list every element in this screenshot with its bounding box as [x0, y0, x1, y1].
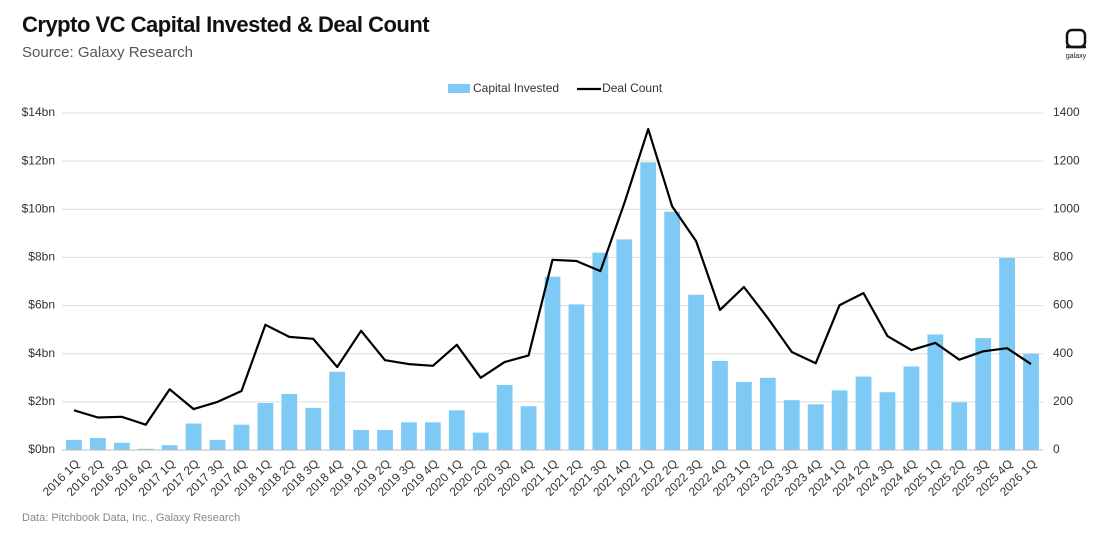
bar [401, 422, 417, 450]
bar [544, 276, 561, 450]
bar [999, 257, 1016, 450]
bar [281, 393, 298, 450]
bar [855, 376, 872, 450]
y-tick-label: $8bn [28, 250, 55, 264]
legend-item: Deal Count [577, 81, 663, 95]
y2-tick-label: 200 [1053, 394, 1073, 408]
y-tick-label: $4bn [28, 346, 55, 360]
footnote: Data: Pitchbook Data, Inc., Galaxy Resea… [22, 512, 240, 524]
bar [472, 432, 489, 450]
chart-title: Crypto VC Capital Invested & Deal Count [22, 12, 430, 37]
y2-tick-label: 1200 [1053, 153, 1080, 167]
y2-tick-label: 600 [1053, 298, 1073, 312]
legend-label: Deal Count [602, 81, 663, 95]
bar [353, 430, 369, 450]
y2-tick-label: 400 [1053, 346, 1073, 360]
bar [377, 430, 393, 450]
bar [807, 404, 824, 450]
legend-label: Capital Invested [473, 81, 559, 95]
y2-tick-label: 1400 [1053, 105, 1080, 119]
bar [951, 402, 968, 450]
y-tick-label: $12bn [22, 153, 55, 167]
bar [783, 400, 800, 450]
bar [257, 403, 274, 450]
bar [640, 162, 657, 450]
bar [927, 334, 944, 450]
bar [688, 294, 704, 450]
bar [1023, 353, 1039, 450]
bar [209, 439, 226, 450]
y-tick-label: $10bn [22, 201, 55, 215]
y-tick-label: $14bn [22, 105, 55, 119]
logo-text: galaxy [1066, 53, 1087, 60]
bar [568, 304, 585, 450]
bar [903, 366, 920, 450]
bar [712, 360, 728, 450]
bar [329, 371, 346, 450]
bar [592, 252, 609, 450]
y-tick-label: $6bn [28, 298, 55, 312]
logo-icon [1065, 28, 1087, 49]
legend-swatch [448, 84, 470, 93]
y-tick-label: $0bn [28, 442, 55, 456]
bar [233, 424, 250, 450]
bar [66, 439, 82, 450]
y2-tick-label: 800 [1053, 250, 1073, 264]
bar [89, 437, 106, 450]
bar [113, 442, 130, 450]
legend-item: Capital Invested [448, 81, 559, 95]
bar [448, 410, 465, 450]
line-series [73, 128, 1032, 426]
y2-tick-label: 1000 [1053, 201, 1080, 215]
chart-subtitle: Source: Galaxy Research [22, 44, 193, 61]
bar [496, 385, 513, 450]
bar [759, 377, 776, 450]
bar [616, 239, 633, 450]
bar [736, 381, 752, 450]
bar [161, 445, 178, 450]
bar [831, 390, 848, 450]
bar [305, 407, 322, 450]
y-tick-label: $2bn [28, 394, 55, 408]
logo: galaxy [1065, 28, 1087, 60]
bar [975, 338, 992, 450]
bar [185, 423, 202, 450]
bar [664, 211, 681, 450]
bar [520, 406, 537, 450]
bar [424, 422, 441, 450]
bar [879, 392, 896, 450]
y2-tick-label: 0 [1053, 442, 1060, 456]
bar [137, 448, 154, 450]
